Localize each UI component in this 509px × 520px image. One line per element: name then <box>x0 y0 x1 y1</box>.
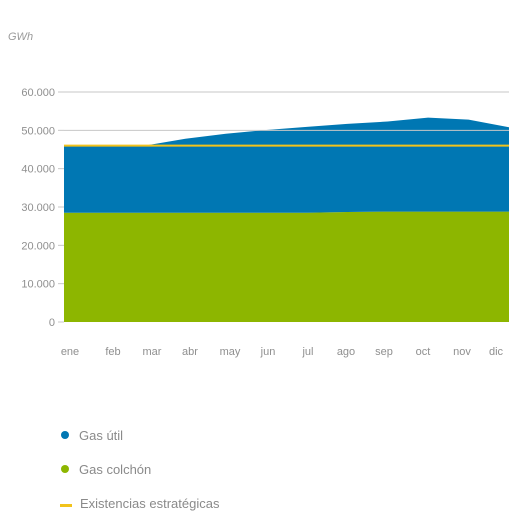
chart-svg: GWh 0 10.000 20.000 30.000 40.000 50.000 60.000… <box>8 31 509 358</box>
x-tick-label: oct <box>416 346 431 358</box>
gas-storage-area-chart: GWh 0 10.000 20.000 30.000 40.000 50.000 60.000… <box>8 31 509 358</box>
x-tick-label: feb <box>105 346 120 358</box>
x-tick-label: ene <box>61 346 79 358</box>
y-unit-label: GWh <box>8 31 33 43</box>
x-tick-label: jun <box>260 346 276 358</box>
legend-swatch-existencias <box>60 503 72 507</box>
y-tick-label: 40.000 <box>21 164 55 176</box>
legend-item-gas-colchon: Gas colchón <box>60 452 219 486</box>
x-tick-label: jul <box>301 346 313 358</box>
y-tick-label: 30.000 <box>21 202 55 214</box>
legend-swatch-gas-colchon <box>61 465 69 473</box>
y-tick-label: 50.000 <box>21 125 55 137</box>
legend-item-gas-util: Gas útil <box>60 418 219 452</box>
x-tick-label: may <box>220 346 241 358</box>
legend-swatch-gas-util <box>61 431 69 439</box>
x-tick-label: ago <box>337 346 355 358</box>
x-tick-label: dic <box>489 346 504 358</box>
x-tick-label: abr <box>182 346 198 358</box>
legend-label-existencias: Existencias estratégicas <box>80 495 220 511</box>
y-tick-label: 20.000 <box>21 240 55 252</box>
y-tick-label: 10.000 <box>21 279 55 291</box>
area-series-1 <box>64 117 509 213</box>
legend-label-gas-colchon: Gas colchón <box>79 461 152 477</box>
area-series-0 <box>64 211 509 322</box>
legend-item-existencias: Existencias estratégicas <box>60 486 219 520</box>
legend-label-gas-util: Gas útil <box>79 427 124 443</box>
y-tick-label: 0 <box>49 317 55 329</box>
x-tick-label: nov <box>453 346 471 358</box>
x-tick-label: sep <box>375 346 393 358</box>
x-tick-label: mar <box>143 346 162 358</box>
y-tick-label: 60.000 <box>21 87 55 99</box>
chart-legend: Gas útil Gas colchón Existencias estraté… <box>60 418 219 520</box>
